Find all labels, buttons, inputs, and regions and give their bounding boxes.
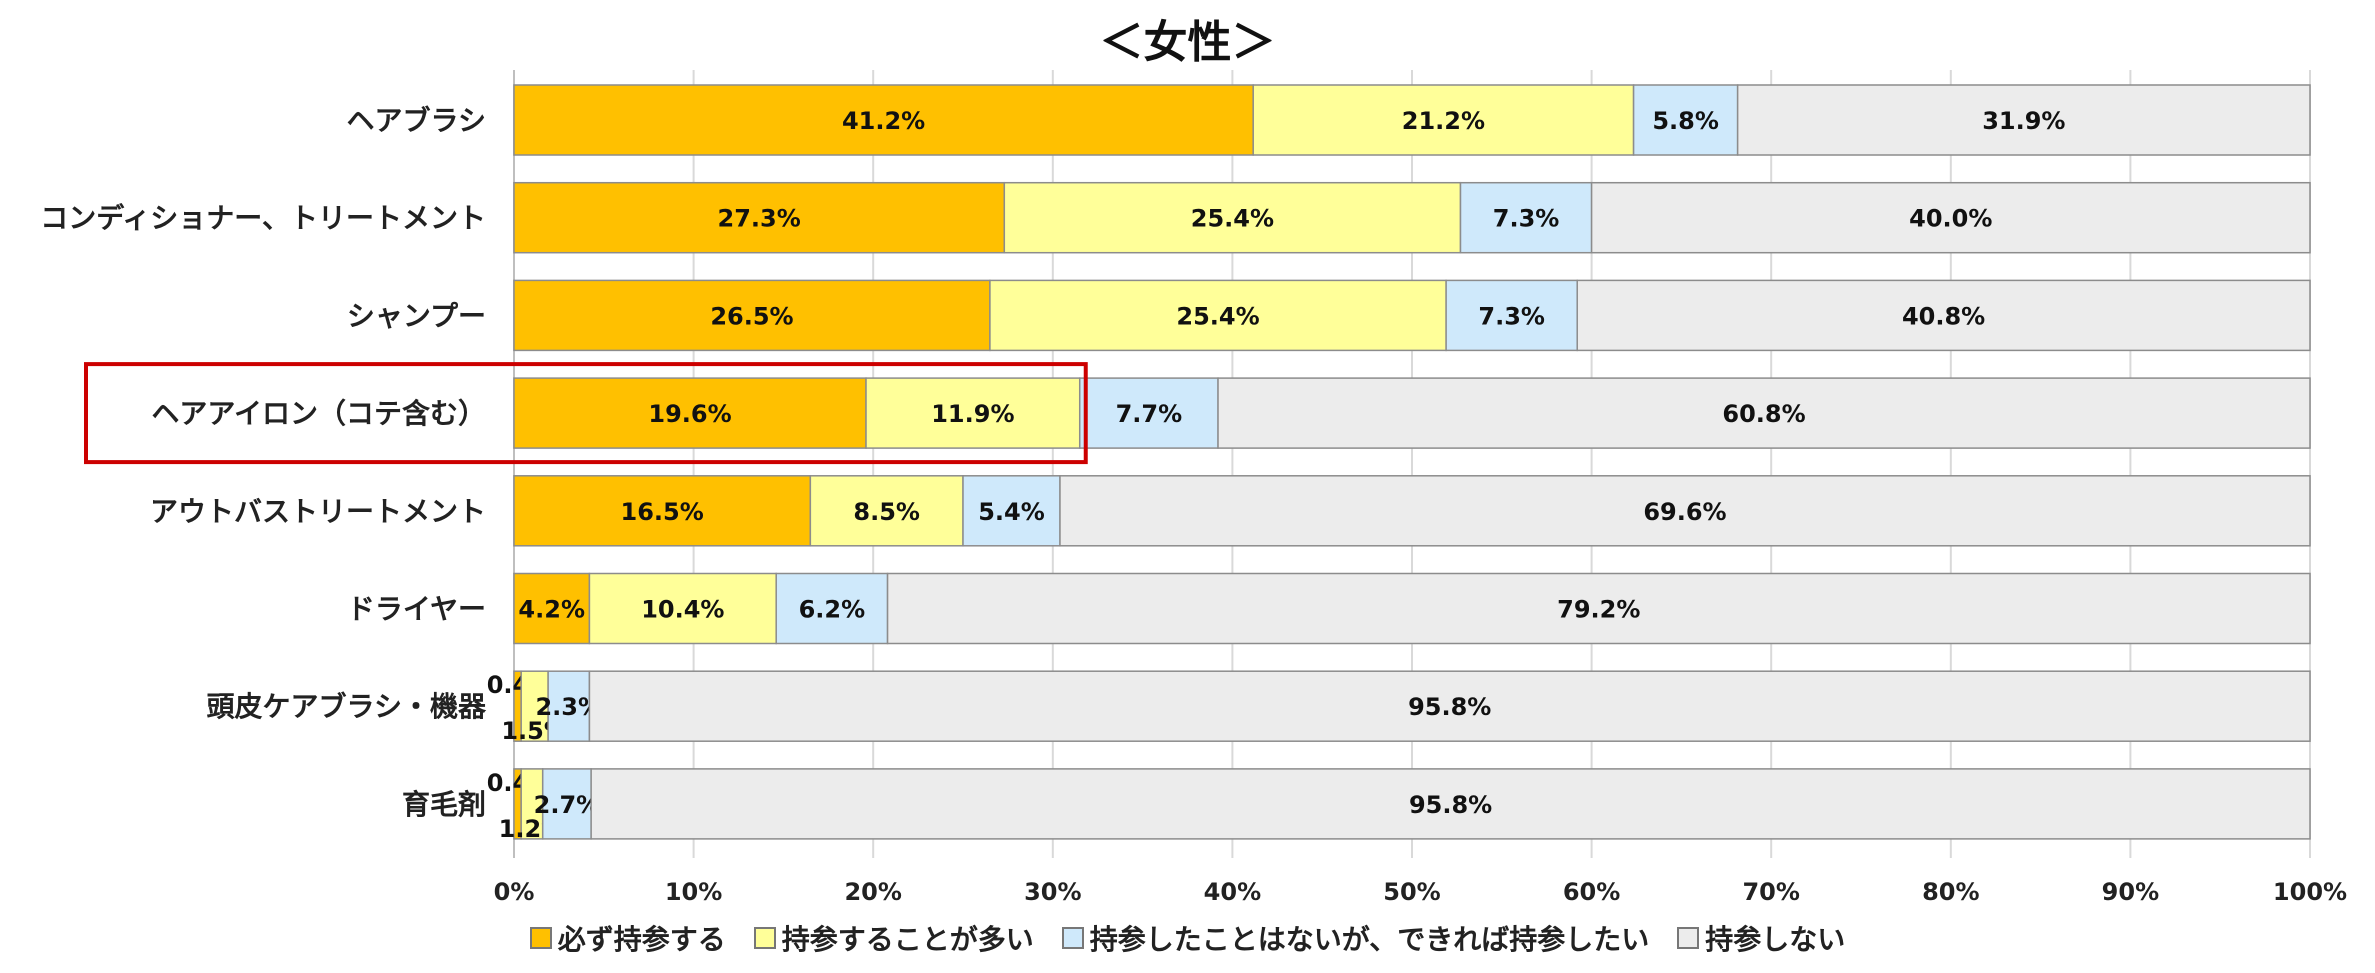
- x-tick-label: 70%: [1742, 878, 1799, 906]
- data-label: 95.8%: [1409, 791, 1492, 819]
- legend-label: 持参したことはないが、できれば持参したい: [1089, 923, 1650, 956]
- data-label: 31.9%: [1982, 107, 2065, 135]
- highlight-box: [84, 362, 1088, 465]
- x-tick-label: 40%: [1204, 878, 1261, 906]
- legend-swatch: [1677, 927, 1700, 949]
- data-label: 69.6%: [1643, 498, 1726, 526]
- data-label: 40.0%: [1909, 205, 1992, 233]
- data-label: 7.3%: [1493, 205, 1560, 233]
- bar-segment: [513, 181, 1006, 254]
- bar-segment: [865, 377, 1081, 449]
- x-tick-label: 50%: [1383, 878, 1440, 906]
- bar-segment: [1736, 84, 2311, 156]
- data-label: 2.7%: [534, 791, 601, 819]
- bar-segment: [1078, 377, 1219, 449]
- legend-label: 持参することが多い: [781, 923, 1034, 956]
- data-label: 10.4%: [641, 596, 724, 624]
- x-tick-label: 20%: [844, 878, 901, 906]
- bar-segment: [513, 475, 812, 547]
- legend-item: 持参したことはないが、できれば持参したい: [1061, 918, 1650, 958]
- bar-segment: [513, 84, 1254, 156]
- data-label: 26.5%: [710, 302, 793, 330]
- legend-label: 必ず持参する: [557, 923, 726, 956]
- x-tick-label: 100%: [2273, 878, 2347, 906]
- data-label: 4.2%: [518, 596, 585, 624]
- legend-item: 持参しない: [1677, 918, 1845, 958]
- data-label: 40.8%: [1902, 302, 1985, 330]
- data-label: 41.2%: [842, 107, 925, 135]
- bar-segment: [1445, 279, 1578, 352]
- bar-segment: [989, 279, 1447, 352]
- data-label: 21.2%: [1402, 107, 1485, 135]
- data-label: 11.9%: [931, 400, 1014, 428]
- data-label: 6.2%: [799, 596, 866, 624]
- x-tick-label: 10%: [665, 878, 722, 906]
- bar-segment: [1003, 181, 1462, 254]
- legend-swatch: [753, 927, 776, 949]
- legend-swatch: [529, 927, 552, 949]
- bar-segment: [513, 572, 591, 645]
- data-label: 5.8%: [1652, 107, 1719, 135]
- x-tick-label: 30%: [1024, 878, 1081, 906]
- bar-segment: [962, 475, 1061, 547]
- data-label: 7.3%: [1478, 302, 1545, 330]
- category-label: コンディショナー、トリートメント: [40, 202, 486, 235]
- legend-item: 持参することが多い: [753, 918, 1034, 958]
- bar-segment: [590, 768, 2311, 840]
- bar-segment: [588, 670, 2311, 742]
- legend-label: 持参しない: [1705, 923, 1846, 956]
- category-label: ドライヤー: [347, 593, 486, 626]
- data-label: 27.3%: [718, 205, 801, 233]
- data-label: 25.4%: [1176, 302, 1259, 330]
- data-label: 19.6%: [648, 400, 731, 428]
- x-tick-label: 90%: [2102, 878, 2159, 906]
- legend-swatch: [1061, 927, 1084, 949]
- category-label: アウトバストリートメント: [150, 495, 486, 528]
- x-tick-label: 0%: [494, 878, 535, 906]
- data-label: 16.5%: [621, 498, 704, 526]
- bar-segment: [1590, 181, 2311, 254]
- data-label: 8.5%: [853, 498, 920, 526]
- legend-item: 必ず持参する: [529, 918, 726, 958]
- bar-segment: [513, 279, 991, 352]
- bar-segment: [513, 377, 867, 449]
- bar-segment: [1059, 475, 2311, 547]
- bar-segment: [547, 670, 591, 742]
- bar-segment: [1576, 279, 2311, 352]
- bar-segment: [1632, 84, 1739, 156]
- data-label: 79.2%: [1557, 596, 1640, 624]
- chart-title: ＜女性＞: [1099, 17, 1276, 68]
- x-tick-label: 80%: [1922, 878, 1979, 906]
- category-label: 育毛剤: [402, 788, 486, 821]
- data-label: 60.8%: [1722, 400, 1805, 428]
- bar-segment: [1217, 377, 2311, 449]
- bar-segment: [775, 572, 889, 645]
- category-label: ヘアアイロン（コテ含む）: [151, 397, 486, 430]
- data-label: 5.4%: [978, 498, 1045, 526]
- bar-segment: [1459, 181, 1593, 254]
- data-label: 25.4%: [1191, 205, 1274, 233]
- category-label: 頭皮ケアブラシ・機器: [207, 690, 487, 723]
- category-label: シャンプー: [347, 299, 486, 332]
- data-label: 7.7%: [1116, 400, 1183, 428]
- data-label: 95.8%: [1408, 693, 1491, 721]
- chart-legend: 必ず持参する 持参することが多い 持参したことはないが、できれば持参したい 持参しない: [0, 918, 2375, 958]
- x-tick-label: 60%: [1563, 878, 1620, 906]
- bar-segment: [886, 572, 2311, 645]
- category-label: ヘアブラシ: [347, 104, 486, 137]
